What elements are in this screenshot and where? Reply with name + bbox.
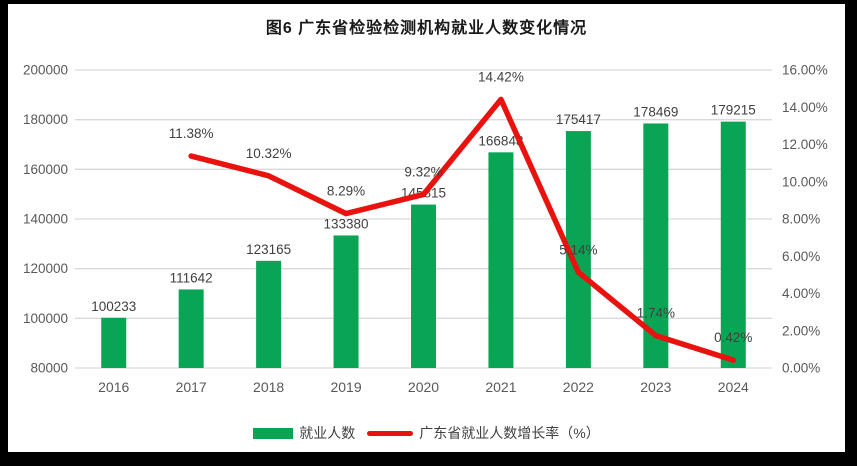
right-axis-tick-label: 12.00% — [782, 137, 828, 152]
right-axis-tick-label: 2.00% — [782, 323, 820, 338]
legend-line-swatch-icon — [367, 430, 414, 436]
bar-2021 — [488, 152, 514, 368]
bar-2020 — [411, 204, 436, 368]
x-axis-category-label: 2021 — [485, 379, 516, 395]
left-axis-tick-label: 80000 — [30, 361, 68, 376]
x-axis-category-label: 2019 — [330, 379, 361, 395]
right-axis-tick-label: 14.00% — [782, 100, 828, 115]
chart-title: 图6 广东省检验检测机构就业人数变化情况 — [265, 20, 588, 37]
bar-value-label: 175417 — [556, 112, 601, 127]
bar-2016 — [101, 317, 127, 368]
bar-value-label: 111642 — [170, 270, 213, 285]
left-axis-tick-label: 200000 — [23, 63, 68, 78]
right-axis-tick-label: 16.00% — [782, 63, 828, 78]
bar-2019 — [333, 235, 359, 368]
bar-2017 — [178, 289, 204, 368]
left-axis-tick-label: 180000 — [23, 112, 68, 127]
right-axis-tick-label: 10.00% — [782, 174, 828, 189]
left-axis-tick-label: 160000 — [23, 162, 68, 177]
x-axis-category-label: 2020 — [408, 379, 439, 395]
legend-bar-label: 就业人数 — [299, 425, 356, 441]
left-axis-tick-label: 140000 — [23, 212, 68, 227]
left-axis-tick-label: 120000 — [23, 261, 68, 276]
line-value-label: 5.14% — [559, 242, 597, 257]
legend-line-label: 广东省就业人数增长率（%） — [419, 425, 600, 441]
x-axis-category-label: 2023 — [640, 379, 671, 395]
bar-2018 — [256, 260, 282, 368]
line-value-label: 14.42% — [478, 69, 524, 84]
x-axis-category-label: 2018 — [253, 379, 284, 395]
bar-value-label: 179215 — [711, 103, 756, 118]
bar-value-label: 166848 — [478, 133, 523, 148]
bar-value-label: 123165 — [246, 242, 291, 257]
legend-bar-swatch-icon — [253, 427, 294, 439]
line-value-label: 11.38% — [169, 126, 214, 141]
right-axis-tick-label: 0.00% — [782, 361, 820, 376]
chart-plot-area: 200000 180000 160000 140000 120000 100000 8000… — [23, 63, 828, 396]
line-value-label: 10.32% — [246, 146, 292, 161]
right-axis-tick-label: 6.00% — [782, 249, 820, 264]
x-axis-category-label: 2016 — [98, 379, 129, 395]
left-axis-tick-label: 100000 — [23, 311, 68, 326]
chart-canvas: 图6 广东省检验检测机构就业人数变化情况 200000 180000 160000 1… — [8, 4, 845, 452]
right-axis-tick-label: 4.00% — [782, 286, 820, 301]
bar-value-label: 100233 — [91, 299, 136, 314]
bar-2024 — [720, 121, 746, 368]
growth-rate-line — [188, 96, 737, 363]
right-axis-tick-label: 8.00% — [782, 212, 820, 227]
chart-legend: 就业人数 广东省就业人数增长率（%） — [8, 422, 845, 444]
line-value-label: 8.29% — [327, 184, 365, 199]
x-axis-category-label: 2022 — [563, 379, 594, 395]
line-value-label: 1.74% — [637, 306, 675, 321]
x-axis-category-label: 2024 — [718, 379, 749, 395]
line-value-label: 0.42% — [714, 330, 752, 345]
bar-value-label: 133380 — [324, 216, 369, 231]
line-value-label: 9.32% — [404, 164, 442, 179]
x-axis-category-label: 2017 — [176, 379, 207, 395]
bar-value-label: 178469 — [633, 104, 678, 119]
